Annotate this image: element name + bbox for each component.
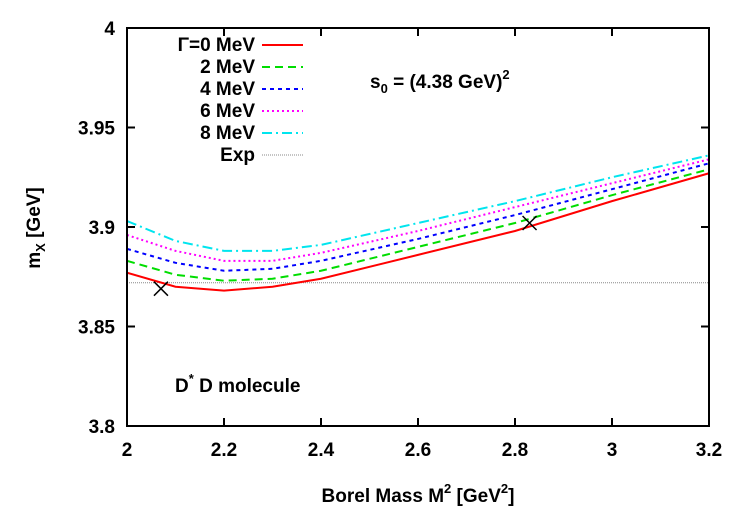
- x-axis-label: Borel Mass M2 [GeV2]: [322, 481, 515, 507]
- legend-label-3: 6 MeV: [200, 101, 255, 122]
- x-tick-label-2: 2.4: [308, 440, 335, 461]
- molecule-annotation: D* D molecule: [175, 371, 300, 397]
- x-tick-label-6: 3.2: [696, 440, 722, 461]
- legend-label-0: Γ=0 MeV: [178, 35, 256, 56]
- y-axis-label: mX [GeV]: [24, 187, 48, 269]
- x-tick-label-0: 2: [122, 440, 133, 461]
- legend-label-4: 8 MeV: [200, 123, 255, 144]
- x-tick-label-4: 2.8: [502, 440, 528, 461]
- y-tick-label-1: 3.85: [78, 318, 115, 339]
- marker-0: [153, 281, 169, 297]
- y-tick-label-4: 4: [104, 19, 115, 40]
- x-tick-label-1: 2.2: [211, 440, 237, 461]
- legend-label-2: 4 MeV: [200, 79, 255, 100]
- series-line-4: [126, 154, 710, 252]
- y-tick-label-3: 3.95: [78, 119, 115, 140]
- x-tick-label-3: 2.6: [405, 440, 431, 461]
- legend-label-exp: Exp: [220, 145, 255, 166]
- s0-annotation: s0 = (4.38 GeV)2: [370, 67, 510, 96]
- series-line-1: [126, 168, 710, 282]
- y-tick-label-2: 3.9: [89, 218, 115, 239]
- series-line-0: [126, 172, 710, 292]
- legend-label-1: 2 MeV: [200, 57, 255, 78]
- marker-1: [522, 215, 538, 231]
- series-line-2: [126, 162, 710, 272]
- y-tick-label-0: 3.8: [89, 417, 115, 438]
- x-tick-label-5: 3: [607, 440, 618, 461]
